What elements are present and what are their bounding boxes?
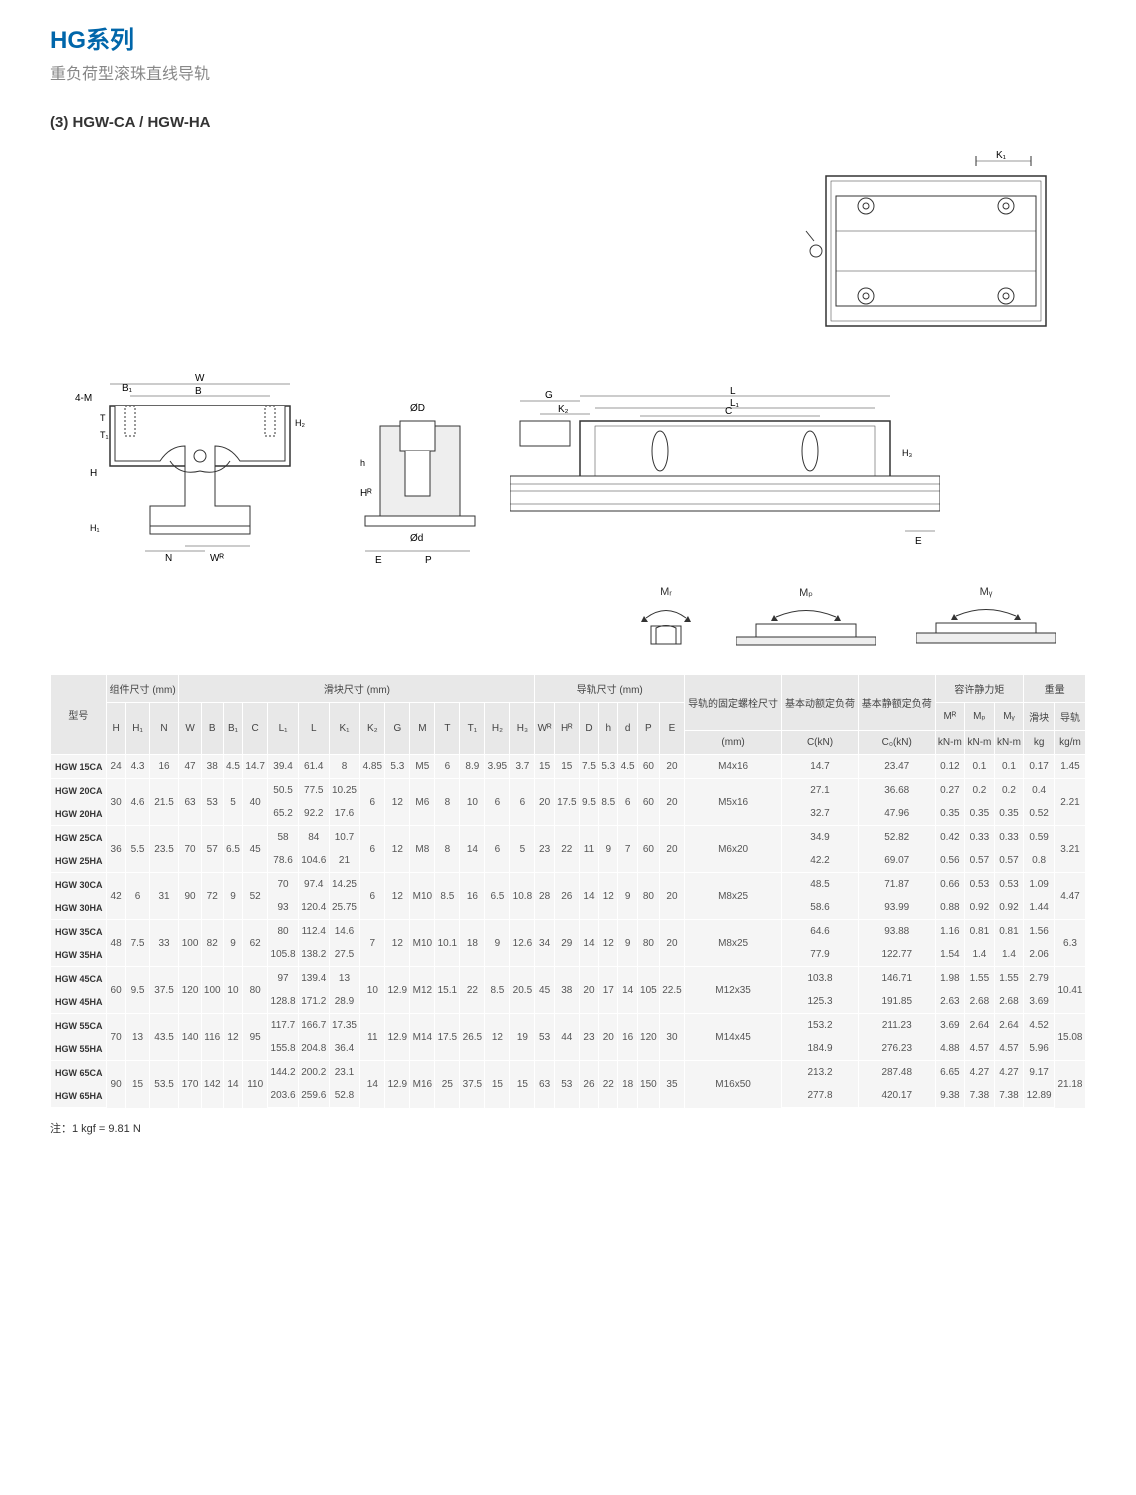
section-title: (3) HGW-CA / HGW-HA (50, 114, 1086, 131)
svg-text:N: N (165, 553, 172, 564)
spec-table: 型号 组件尺寸 (mm) 滑块尺寸 (mm) 导轨尺寸 (mm) 导轨的固定螺栓… (50, 674, 1086, 1108)
col-wr: Wᴿ (535, 703, 554, 755)
diagram-cross-section: 4-M B₁ W B H₂ T T₁ H H₁ N Wᴿ (50, 366, 330, 566)
unit-kg: kg (1024, 731, 1055, 755)
col-h1: H₁ (126, 703, 149, 755)
col-t: T (435, 703, 460, 755)
col-w: W (179, 703, 201, 755)
series-subtitle: 重负荷型滚珠直线导轨 (50, 60, 1086, 84)
col-bolt: 导轨的固定螺栓尺寸 (684, 675, 781, 731)
col-k1: K₁ (329, 703, 360, 755)
dim-h-small: h (360, 458, 365, 468)
diagram-area: K₁ 4-M B₁ W B H₂ T T₁ H H₁ N Wᴿ ØD h H (50, 146, 1086, 566)
col-h3: H₃ (510, 703, 535, 755)
col-c: C (243, 703, 268, 755)
moment-row: Mᵣ Mₚ Mᵧ (50, 586, 1086, 649)
col-h2: H₂ (485, 703, 510, 755)
col-wblock: 滑块 (1024, 703, 1055, 731)
svg-text:L: L (730, 386, 736, 397)
col-b: B (201, 703, 223, 755)
moment-my: Mᵧ (916, 586, 1056, 649)
col-k2: K₂ (360, 703, 385, 755)
svg-text:P: P (425, 555, 432, 566)
col-h: H (106, 703, 126, 755)
table-row: HGW 25CA365.523.570576.545588410.7612M88… (51, 826, 1086, 850)
col-mp: Mₚ (965, 703, 995, 731)
col-e: E (659, 703, 684, 755)
col-g: G (385, 703, 410, 755)
table-row: HGW 65CA901553.517014214110144.2200.223.… (51, 1061, 1086, 1085)
col-hr: Hᴿ (554, 703, 579, 755)
diagram-rail-hole: ØD h Hᴿ Ød E P (350, 396, 490, 566)
col-l1: L₁ (268, 703, 299, 755)
unit-knm1: kN-m (935, 731, 965, 755)
dim-h3: H₃ (902, 448, 912, 458)
col-wrail: 导轨 (1054, 703, 1085, 731)
col-assy: 组件尺寸 (mm) (106, 675, 179, 703)
col-block: 滑块尺寸 (mm) (179, 675, 535, 703)
svg-text:4-M: 4-M (75, 393, 92, 404)
col-rail: 导轨尺寸 (mm) (535, 675, 685, 703)
col-l: L (298, 703, 329, 755)
svg-text:G: G (545, 390, 553, 401)
svg-text:B: B (195, 386, 202, 397)
svg-text:W: W (195, 373, 205, 384)
col-model: 型号 (51, 675, 107, 755)
moment-mr: Mᵣ (636, 586, 696, 649)
series-title: HG系列 (50, 20, 1086, 55)
unit-c0kn: C₀(kN) (858, 731, 935, 755)
dim-label-k1: K₁ (996, 150, 1007, 161)
col-d: D (579, 703, 598, 755)
dim-hr: Hᴿ (360, 488, 372, 499)
dim-h1: H₁ (90, 523, 100, 533)
diagram-side-view: G L L₁ K₂ C H₃ E (510, 386, 940, 566)
col-my: Mᵧ (994, 703, 1024, 731)
table-row: HGW 45CA609.537.5120100108097139.4131012… (51, 967, 1086, 991)
col-m: M (410, 703, 435, 755)
table-row: HGW 30CA4263190729527097.414.25612M108.5… (51, 873, 1086, 897)
diagram-top-view: K₁ (786, 146, 1086, 346)
svg-text:E: E (915, 536, 922, 547)
svg-text:Wᴿ: Wᴿ (210, 553, 224, 564)
svg-text:K₂: K₂ (558, 404, 569, 415)
col-ckn: 基本动额定负荷 (782, 675, 859, 731)
dim-h2: H₂ (295, 418, 305, 428)
col-p: P (637, 703, 659, 755)
table-row: HGW 20CA304.621.5635354050.577.510.25612… (51, 779, 1086, 803)
svg-text:E: E (375, 555, 382, 566)
dim-t1: T₁ (100, 430, 109, 440)
moment-mp: Mₚ (736, 586, 876, 649)
col-mr: Mᴿ (935, 703, 965, 731)
col-b1: B₁ (223, 703, 242, 755)
table-row: HGW 15CA244.31647384.514.739.461.484.855… (51, 755, 1086, 779)
unit-mm: (mm) (684, 731, 781, 755)
dim-od: Ød (410, 533, 423, 544)
unit-knm3: kN-m (994, 731, 1024, 755)
col-n: N (149, 703, 179, 755)
col-t1: T₁ (460, 703, 485, 755)
svg-text:B₁: B₁ (122, 383, 133, 394)
dim-t: T (100, 413, 106, 423)
table-row: HGW 35CA487.5331008296280112.414.6712M10… (51, 920, 1086, 944)
table-row: HGW 55CA701343.51401161295117.7166.717.3… (51, 1014, 1086, 1038)
svg-text:C: C (725, 406, 732, 417)
unit-knm2: kN-m (965, 731, 995, 755)
svg-text:ØD: ØD (410, 403, 425, 414)
col-c0kn: 基本静额定负荷 (858, 675, 935, 731)
dim-h: H (90, 468, 97, 479)
col-moment: 容许静力矩 (935, 675, 1024, 703)
unit-ckn: C(kN) (782, 731, 859, 755)
unit-kgm: kg/m (1054, 731, 1085, 755)
col-weight: 重量 (1024, 675, 1086, 703)
footnote: 注：1 kgf = 9.81 N (50, 1120, 1086, 1136)
col-dd: d (618, 703, 637, 755)
col-hh: h (599, 703, 618, 755)
